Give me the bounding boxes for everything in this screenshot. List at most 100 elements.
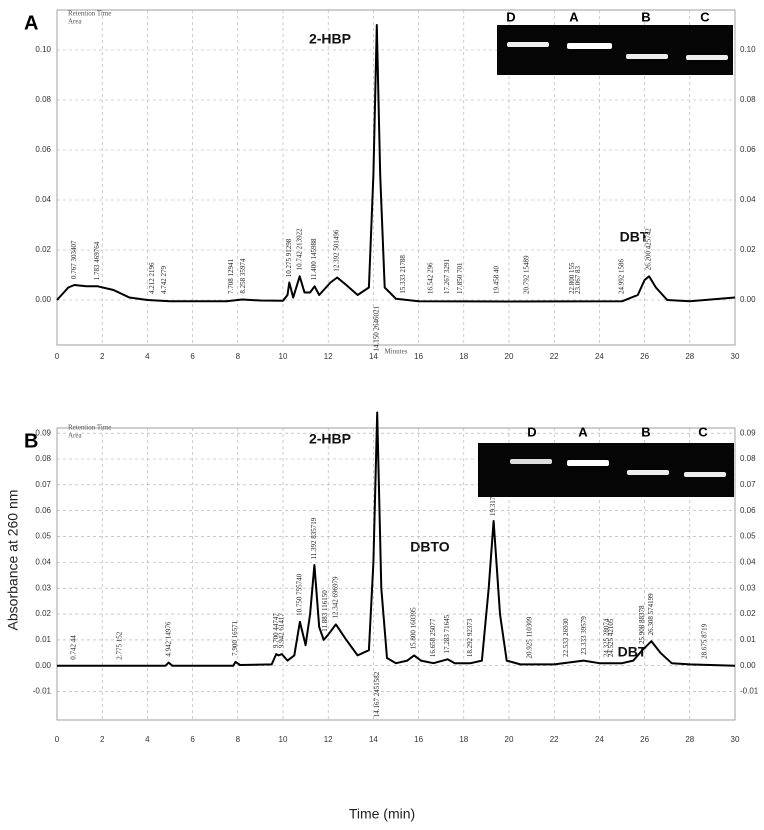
peak-label: 0.767 303407	[70, 240, 78, 279]
peak-label: 10.275 91298	[285, 238, 293, 277]
peak-label: 0.742 44	[69, 635, 77, 660]
y-tick-label: 0.02	[35, 245, 51, 254]
y-tick-label-right: 0.06	[740, 145, 756, 154]
peak-label: 26.308 574199	[647, 593, 655, 636]
x-tick-label: 14	[369, 352, 378, 361]
x-tick-label: 12	[324, 352, 333, 361]
y-tick-label: 0.05	[35, 532, 51, 541]
gel-background	[497, 25, 733, 75]
y-tick-label: 0.07	[35, 480, 51, 489]
y-tick-label-right: 0.02	[740, 245, 756, 254]
peak-label: 9.700 44747	[272, 613, 280, 649]
y-tick-label: 0.06	[35, 506, 51, 515]
plot-frame	[56, 9, 736, 346]
gel-background	[478, 443, 734, 497]
peak-label: 12.392 501496	[333, 229, 341, 272]
y-tick-label: 0.10	[35, 45, 51, 54]
gel-band	[686, 55, 728, 60]
peak-label: 2.775 152	[115, 631, 123, 660]
x-tick-label: 26	[640, 352, 649, 361]
panel-label: A	[24, 12, 38, 34]
gel-lane-label: D	[527, 424, 536, 439]
header-text: Area	[68, 432, 82, 440]
x-tick-label: 8	[236, 352, 241, 361]
gel-lane-label: C	[698, 424, 708, 439]
y-tick-label: 0.02	[35, 609, 51, 618]
x-tick-label: 16	[414, 352, 423, 361]
y-tick-label: 0.08	[35, 95, 51, 104]
peak-label: 14.167 2451582	[373, 671, 381, 717]
x-tick-label: 22	[550, 352, 559, 361]
x-tick-label: 20	[505, 735, 514, 744]
peak-label: 14.150 2646021	[372, 306, 380, 352]
gel-lane-label: C	[700, 9, 710, 24]
peak-label: 20.792 15489	[523, 255, 531, 294]
y-tick-label-right: 0.00	[740, 295, 756, 304]
header-text: Area	[68, 18, 82, 26]
peak-label: 11.392 835719	[310, 517, 318, 559]
x-tick-label: 4	[145, 735, 150, 744]
x-tick-label: 2	[100, 735, 105, 744]
x-tick-label: 0	[55, 352, 60, 361]
gel-band	[567, 43, 612, 49]
chromatogram-line	[57, 411, 736, 667]
gel-lane-label: B	[641, 424, 650, 439]
gel-band	[684, 472, 726, 477]
y-tick-label-right: 0.01	[740, 635, 756, 644]
y-tick-label: 0.00	[35, 661, 51, 670]
peak-label: 4.742 279	[160, 266, 168, 295]
peak-label: 22.533 26930	[562, 618, 570, 657]
x-tick-label: 18	[459, 352, 468, 361]
x-tick-label: 10	[279, 352, 288, 361]
y-tick-label: 0.00	[35, 295, 51, 304]
x-tick-label: 26	[640, 735, 649, 744]
peak-label: 11.400 145988	[310, 238, 318, 280]
gel-band	[627, 470, 669, 475]
x-tick-label: 30	[731, 735, 740, 744]
chromatogram-line	[56, 24, 736, 303]
gel-band	[507, 42, 549, 47]
gel-inset: D A B C	[497, 9, 733, 75]
peak-label: 15.800 160395	[410, 607, 418, 650]
peak-label: 12.342 696979	[332, 576, 340, 619]
x-tick-label: 8	[236, 735, 241, 744]
y-axis-label: Absorbance at 260 nm	[5, 490, 21, 631]
gel-lane-label: B	[641, 9, 650, 24]
peak-label: 17.267 3291	[443, 259, 451, 295]
x-tick-label: 6	[190, 352, 195, 361]
y-tick-label-right: 0.08	[740, 454, 756, 463]
peak-label: 24.525 42105	[607, 618, 615, 657]
gel-band	[510, 459, 552, 464]
y-tick-label-right: -0.01	[740, 687, 759, 696]
peak-label: 19.458 40	[492, 266, 500, 295]
x-tick-label: 28	[685, 735, 694, 744]
annotation: DBT	[618, 644, 647, 660]
y-tick-label-right: 0.08	[740, 95, 756, 104]
peak-label: 23.333 39579	[580, 616, 588, 655]
peak-label: 10.750 755740	[296, 573, 304, 616]
peak-label: 11.883 116150	[321, 590, 329, 632]
peak-label: 1.783 469764	[93, 241, 101, 280]
annotation: 2-HBP	[309, 31, 351, 47]
x-tick-label: 30	[731, 352, 740, 361]
y-tick-label: 0.01	[35, 635, 51, 644]
y-tick-label-right: 0.10	[740, 45, 756, 54]
peak-label: 9.942 61417	[277, 613, 285, 649]
x-tick-label: 4	[145, 352, 150, 361]
peak-label: 7.900 16571	[231, 620, 239, 656]
peak-label: 24.992 1586	[617, 259, 625, 295]
x-tick-label: 20	[505, 352, 514, 361]
y-tick-label: 0.06	[35, 145, 51, 154]
annotation: DBT	[620, 229, 649, 245]
peak-label: 18.292 92373	[466, 618, 474, 657]
x-tick-label: 22	[550, 735, 559, 744]
peak-label: 26.200 425742	[645, 228, 653, 271]
y-tick-label-right: 0.06	[740, 506, 756, 515]
y-tick-label: 0.03	[35, 583, 51, 592]
x-tick-label: 14	[369, 735, 378, 744]
panel-label: B	[24, 430, 38, 452]
y-tick-label-right: 0.04	[740, 195, 756, 204]
peak-label: 4.942 14976	[164, 621, 172, 657]
peak-label: 17.850 701	[456, 262, 464, 294]
x-tick-label: 10	[279, 735, 288, 744]
